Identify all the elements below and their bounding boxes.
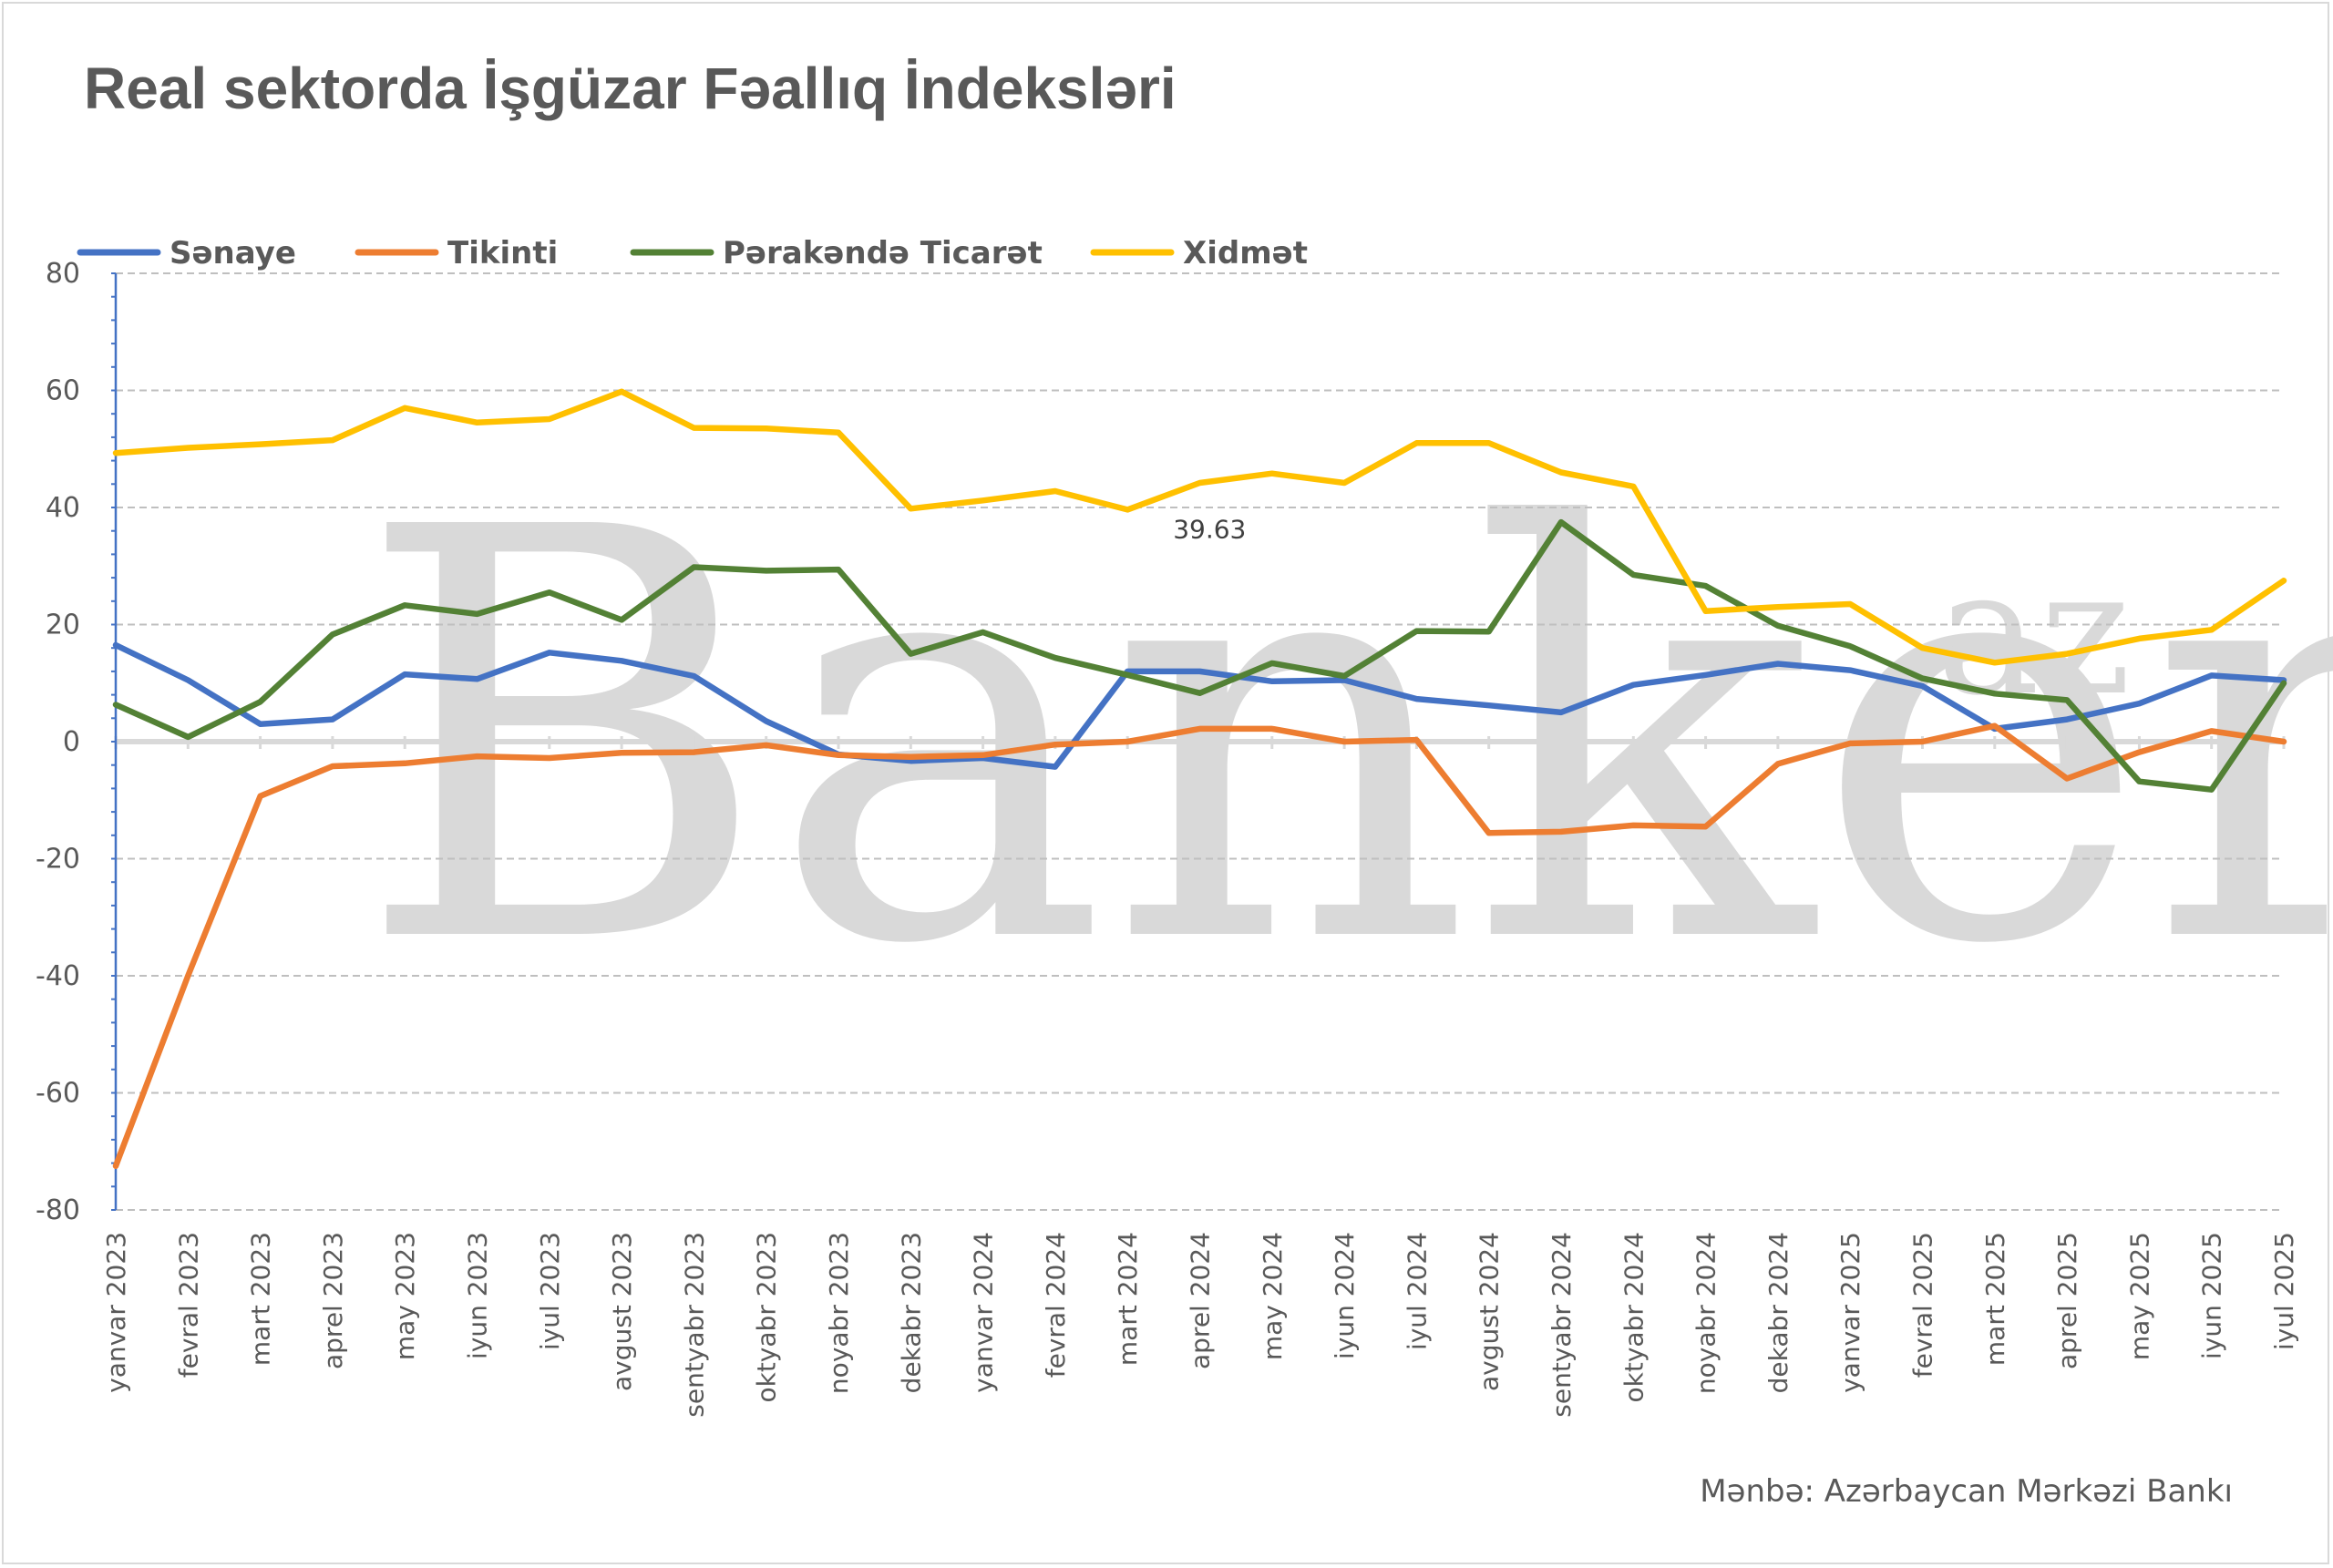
series-line — [112, 641, 2287, 770]
x-tick-label: iyul 2023 — [535, 1232, 565, 1350]
x-tick-label: iyun 2023 — [463, 1232, 493, 1359]
x-tick-label: noyabr 2024 — [1691, 1232, 1721, 1394]
chart-title: Real sektorda İşgüzar Fəallıq İndeksləri — [84, 56, 1177, 121]
y-tick-label: 60 — [46, 375, 80, 407]
data-labels: 39.63 — [1173, 514, 1246, 544]
legend-label: Sənaye — [170, 235, 296, 272]
x-tick-label: iyul 2025 — [2269, 1232, 2299, 1350]
x-tick-label: iyul 2024 — [1402, 1232, 1432, 1350]
x-tick-label: aprel 2023 — [318, 1232, 348, 1369]
x-tick-label: yanvar 2024 — [969, 1232, 999, 1393]
x-tick-label: aprel 2025 — [2052, 1232, 2082, 1369]
x-tick-label: aprel 2024 — [1186, 1232, 1216, 1369]
x-tick-label: may 2025 — [2124, 1232, 2154, 1360]
legend-label: Pərakəndə Ticarət — [723, 235, 1043, 272]
y-tick-label: 40 — [46, 492, 80, 524]
x-tick-label: mart 2025 — [1980, 1232, 2010, 1366]
data-label: 39.63 — [1173, 514, 1246, 544]
x-tick-label: oktyabr 2023 — [752, 1232, 782, 1403]
y-tick-label: 0 — [63, 726, 80, 758]
x-tick-label: sentyabr 2023 — [679, 1232, 709, 1418]
y-tick-label: -40 — [36, 960, 80, 992]
y-tick-label: -80 — [36, 1194, 80, 1226]
x-tick-label: fevral 2023 — [173, 1232, 203, 1378]
legend-label: Tikinti — [447, 235, 558, 272]
series-line — [112, 723, 2287, 1170]
y-tick-label: 20 — [46, 610, 80, 641]
axes: 80 60 40 20 0 -20 -40 -60 -80 yanvar 2023 fevral 2… — [36, 258, 2299, 1418]
series-line — [112, 518, 2287, 793]
x-tick-label: iyun 2024 — [1330, 1232, 1360, 1359]
x-tick-label: mart 2023 — [246, 1232, 276, 1366]
x-tick-label: noyabr 2023 — [824, 1232, 854, 1394]
x-tick-label: fevral 2025 — [1908, 1232, 1938, 1378]
y-tick-label: 80 — [46, 258, 80, 290]
legend-label: Xidmət — [1183, 235, 1308, 272]
x-tick-label: dekabr 2023 — [896, 1232, 926, 1393]
x-tick-label: dekabr 2024 — [1763, 1232, 1793, 1393]
x-tick-label: fevral 2024 — [1041, 1232, 1071, 1378]
x-tick-label: may 2024 — [1258, 1232, 1288, 1360]
x-tick-label: may 2023 — [390, 1232, 420, 1360]
x-tick-label: sentyabr 2024 — [1547, 1232, 1577, 1418]
x-tick-label: avgust 2023 — [607, 1232, 637, 1391]
y-tick-label: -20 — [36, 844, 80, 876]
x-tick-label: iyun 2025 — [2197, 1232, 2227, 1359]
x-tick-label: oktyabr 2024 — [1619, 1232, 1649, 1403]
x-tick-label: avgust 2024 — [1475, 1232, 1505, 1391]
x-tick-label: yanvar 2023 — [101, 1232, 131, 1393]
series-line — [112, 388, 2287, 666]
x-tick-label: yanvar 2025 — [1835, 1232, 1865, 1393]
series-lines — [112, 388, 2287, 1170]
y-tick-label: -60 — [36, 1078, 80, 1110]
x-tick-label: mart 2024 — [1113, 1232, 1143, 1366]
source-note: Mənbə: Azərbaycan Mərkəzi Bankı — [1700, 1473, 2233, 1510]
legend: Sənaye Tikinti Pərakəndə Ticarət Xidmət — [77, 235, 1308, 272]
watermark-suffix: az — [1937, 532, 2131, 733]
